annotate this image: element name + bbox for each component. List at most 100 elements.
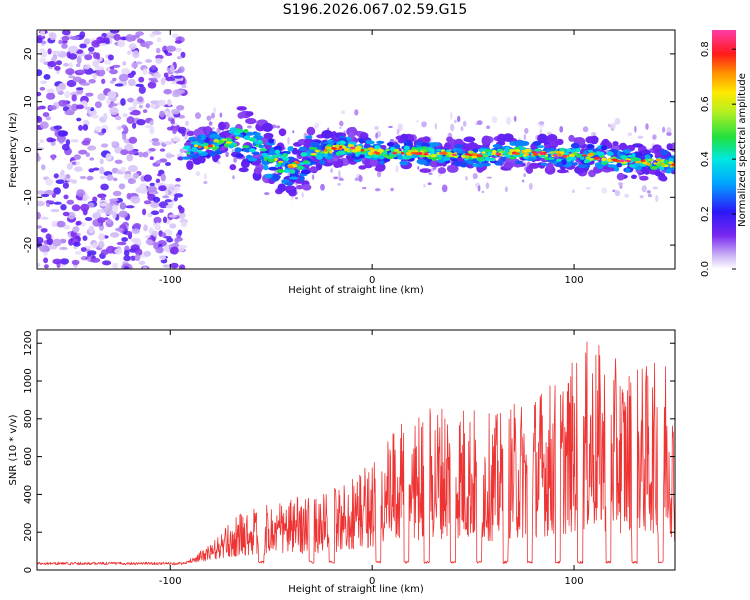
noise-speck	[127, 178, 137, 185]
ridge-cell	[268, 166, 278, 171]
noise-speck	[162, 264, 171, 268]
noise-speck	[118, 210, 128, 218]
faint-speck	[338, 176, 343, 179]
noise-speck	[63, 62, 69, 67]
ridge-cell	[647, 158, 654, 162]
faint-speck	[454, 119, 457, 124]
ridge-cell	[416, 152, 419, 156]
faint-speck	[450, 111, 453, 120]
noise-speck	[139, 183, 147, 190]
ridge-cell	[263, 164, 269, 171]
ridge-cell	[468, 153, 473, 157]
ridge-cell	[659, 166, 665, 171]
ridge-cell	[419, 168, 432, 174]
noise-speck	[61, 43, 68, 49]
ridge-cell	[523, 149, 530, 153]
noise-speck	[162, 195, 170, 199]
noise-speck	[174, 193, 184, 198]
ridge-cell	[641, 159, 645, 162]
noise-speck	[60, 204, 67, 211]
ridge-cell	[322, 153, 329, 157]
noise-speck	[153, 216, 162, 224]
ridge-cell	[573, 151, 577, 156]
ridge-cell	[514, 160, 523, 165]
noise-speck	[71, 161, 77, 165]
noise-speck	[118, 183, 126, 190]
ridge-cell	[633, 162, 640, 167]
ridge-cell	[555, 138, 564, 146]
noise-speck	[158, 209, 164, 213]
noise-speck	[113, 33, 121, 41]
faint-speck	[338, 178, 344, 181]
ridge-cell	[568, 153, 576, 158]
noise-speck	[109, 66, 115, 70]
ridge-cell	[262, 122, 273, 132]
ridge-cell	[482, 154, 489, 158]
faint-speck	[491, 116, 498, 124]
x-tick-label: 0	[369, 576, 375, 587]
ridge-cell	[224, 144, 229, 148]
noise-speck	[111, 141, 117, 146]
ridge-cell	[267, 158, 276, 163]
ridge-cell	[321, 129, 333, 139]
noise-speck	[133, 223, 142, 229]
ridge-cell	[620, 155, 628, 160]
noise-speck	[143, 174, 152, 182]
ridge-cell	[237, 112, 245, 119]
ridge-cell	[298, 146, 307, 152]
ridge-cell	[653, 162, 657, 165]
noise-speck	[116, 241, 127, 246]
faint-speck	[590, 132, 597, 137]
noise-speck	[153, 72, 162, 79]
ridge-cell	[450, 158, 458, 162]
ridge-cell	[378, 155, 385, 160]
noise-speck	[44, 189, 54, 196]
faint-speck	[465, 176, 468, 181]
noise-speck	[39, 139, 44, 143]
noise-speck	[39, 48, 45, 52]
noise-speck	[125, 205, 135, 209]
noise-speck	[112, 210, 117, 219]
faint-speck	[225, 151, 229, 158]
ridge-cell	[545, 154, 549, 157]
noise-speck	[107, 90, 117, 99]
ridge-cell	[284, 185, 296, 191]
ridge-cell	[229, 164, 237, 171]
ridge-cell	[335, 151, 341, 156]
snr-y-axis-label: SNR (10 * v/v)	[8, 414, 19, 485]
noise-speck	[172, 128, 177, 135]
ridge-cell	[374, 145, 381, 150]
noise-speck	[37, 142, 41, 147]
noise-speck	[165, 154, 176, 158]
ridge-cell	[619, 159, 625, 163]
noise-speck	[147, 185, 158, 193]
ridge-cell	[532, 141, 542, 146]
noise-speck	[175, 186, 181, 192]
noise-speck	[181, 221, 187, 228]
ridge-cell	[253, 132, 261, 136]
noise-speck	[40, 216, 49, 220]
noise-speck	[137, 96, 144, 103]
ridge-cell	[660, 175, 668, 182]
noise-speck	[120, 98, 126, 106]
noise-speck	[179, 148, 185, 154]
noise-speck	[177, 229, 183, 236]
faint-speck	[662, 126, 666, 133]
noise-speck	[50, 141, 56, 146]
ridge-cell	[405, 151, 413, 156]
noise-speck	[64, 90, 70, 99]
noise-speck	[145, 103, 150, 109]
ridge-cell	[373, 148, 378, 151]
ridge-cell	[245, 132, 255, 136]
noise-speck	[159, 110, 165, 118]
faint-speck	[647, 190, 651, 194]
noise-speck	[37, 91, 42, 97]
ridge-cell	[606, 151, 614, 156]
ridge-cell	[181, 156, 192, 160]
ridge-cell	[218, 121, 226, 131]
ridge-cell	[214, 151, 223, 155]
ridge-cell	[210, 133, 219, 138]
snr-series-line	[37, 341, 675, 566]
